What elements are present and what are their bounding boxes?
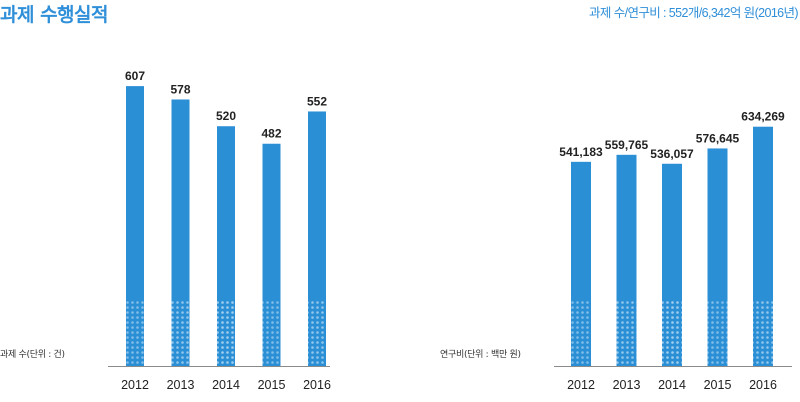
x-tick-label-2012: 2012 (121, 378, 149, 392)
x-tick-label-2016: 2016 (749, 378, 777, 392)
bar-2012 (126, 86, 144, 366)
x-tick-label-2016: 2016 (303, 378, 331, 392)
bar-texture-2013 (616, 300, 637, 366)
bar-texture-2012 (571, 300, 591, 366)
x-tick-label-2014: 2014 (658, 378, 686, 392)
bar-texture-2016 (753, 300, 773, 366)
bar-texture-2012 (126, 300, 144, 366)
y-axis-unit-label: 과제 수(단위 : 건) (0, 349, 65, 360)
bar-texture-2015 (262, 300, 281, 366)
x-tick-label-2012: 2012 (567, 378, 595, 392)
chart-research-funds: 541,183 2012 559,765 2013 536,057 2014 576,645… (440, 110, 792, 392)
chart-project-count: 607 2012 578 2013 520 2014 482 2015 552 2016 과제 수… (0, 69, 331, 392)
bar-value-label-2014: 536,057 (650, 147, 694, 161)
bar-texture-2015 (707, 300, 728, 366)
bar-texture-2016 (308, 300, 326, 366)
bar-value-label-2014: 520 (216, 109, 236, 123)
y-axis-unit-label: 연구비(단위 : 백만 원) (440, 349, 521, 360)
bar-value-label-2013: 559,765 (605, 138, 649, 152)
bar-value-label-2016: 634,269 (741, 110, 785, 124)
bar-texture-2013 (171, 300, 190, 366)
x-tick-label-2015: 2015 (704, 378, 732, 392)
bar-value-label-2012: 607 (125, 69, 145, 83)
bar-2013 (171, 99, 190, 366)
bar-value-label-2016: 552 (307, 94, 327, 108)
x-tick-label-2014: 2014 (212, 378, 240, 392)
bar-texture-2014 (217, 300, 235, 366)
bar-value-label-2015: 576,645 (696, 131, 740, 145)
x-tick-label-2015: 2015 (258, 378, 286, 392)
x-tick-label-2013: 2013 (167, 378, 195, 392)
bar-texture-2014 (662, 300, 682, 366)
bar-value-label-2012: 541,183 (559, 145, 603, 159)
summary-text: 과제 수/연구비 : 552개/6,342억 원(2016년) (589, 6, 799, 20)
bar-value-label-2013: 578 (170, 82, 190, 96)
page-title: 과제 수행실적 (0, 4, 109, 26)
bar-value-label-2015: 482 (261, 127, 281, 141)
x-tick-label-2013: 2013 (613, 378, 641, 392)
